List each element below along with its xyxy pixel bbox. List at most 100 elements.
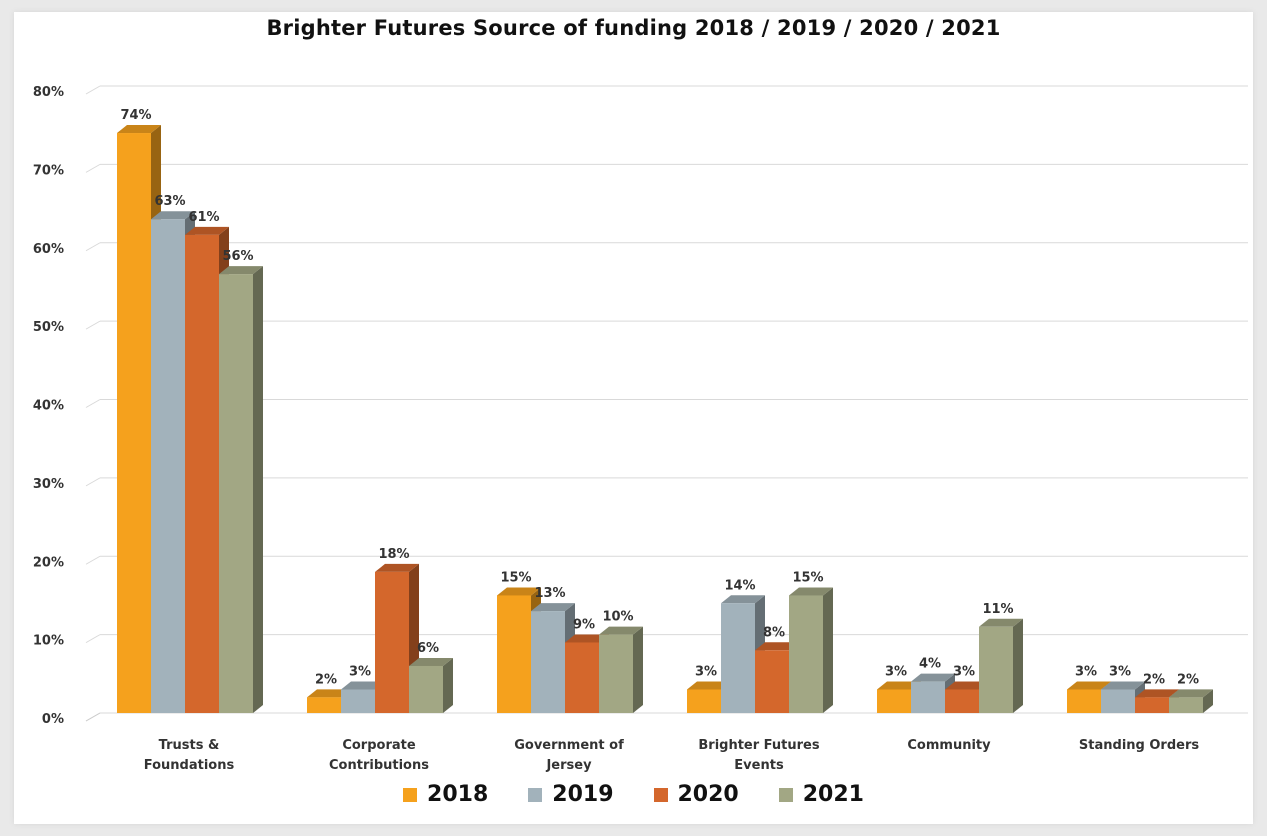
data-label-2019-3: 14% xyxy=(724,578,755,593)
bar-front xyxy=(979,626,1013,713)
legend-swatch-2018 xyxy=(403,787,418,802)
bar-side xyxy=(443,657,453,713)
bar-front xyxy=(755,650,789,713)
gridlines xyxy=(85,85,1248,722)
data-label-2019-2: 13% xyxy=(534,586,565,601)
legend-item-2018: 2018 xyxy=(403,782,488,807)
bar-side xyxy=(1203,689,1213,713)
data-label-2019-4: 4% xyxy=(919,657,941,672)
category-label: Government of Jersey xyxy=(514,738,624,773)
gridline-depth xyxy=(85,242,101,252)
bar-front xyxy=(497,595,531,713)
bar-top xyxy=(687,681,731,690)
chart-legend: 2018 2019 2020 2021 xyxy=(0,782,1267,807)
gridline-depth xyxy=(85,634,101,644)
category-label-line: Contributions xyxy=(329,758,429,773)
category-label: Brighter Futures Events xyxy=(698,738,819,773)
bar-2021-2 xyxy=(599,626,643,713)
data-label-2019-5: 3% xyxy=(1109,664,1131,679)
bar-2021-0 xyxy=(219,266,263,713)
gridline-depth xyxy=(85,85,101,95)
bar-2021-3 xyxy=(789,587,833,713)
y-tick-label: 30% xyxy=(33,477,64,492)
y-tick-label: 20% xyxy=(33,555,64,570)
category-label-line: Brighter Futures xyxy=(698,738,819,753)
category-label: Standing Orders xyxy=(1079,738,1199,753)
bar-top xyxy=(375,563,419,572)
data-label-2019-1: 3% xyxy=(349,664,371,679)
legend-item-2019: 2019 xyxy=(528,782,614,807)
gridline-depth xyxy=(85,399,101,408)
data-label-2018-4: 3% xyxy=(885,664,907,679)
gridline-depth xyxy=(85,477,101,487)
data-label-2021-0: 56% xyxy=(222,249,253,264)
bar-side xyxy=(1013,618,1023,713)
bar-top xyxy=(117,125,161,134)
bar-top xyxy=(1169,689,1213,698)
data-label-2020-5: 2% xyxy=(1143,672,1165,687)
data-label-2021-5: 2% xyxy=(1177,672,1199,687)
category-label-line: Trusts & xyxy=(159,738,220,753)
category-label: Corporate Contributions xyxy=(329,738,429,773)
legend-swatch-2019 xyxy=(528,787,543,802)
gridline-depth xyxy=(85,555,101,565)
bar-2021-1 xyxy=(409,657,453,713)
bar-2019-2 xyxy=(531,603,575,713)
bar-top xyxy=(341,681,385,690)
bar-top xyxy=(599,626,643,635)
bar-front xyxy=(117,133,151,713)
bar-front xyxy=(409,665,443,713)
y-tick-label: 10% xyxy=(33,634,64,649)
bar-front xyxy=(1169,697,1203,713)
bar-top xyxy=(877,681,921,690)
data-label-2020-1: 18% xyxy=(378,547,409,562)
legend-label-2021: 2021 xyxy=(802,782,864,807)
bar-top xyxy=(1135,689,1179,698)
bar-front xyxy=(1067,689,1101,713)
bar-front xyxy=(687,689,721,713)
chart-title: Brighter Futures Source of funding 2018 … xyxy=(266,16,1001,40)
bar-top xyxy=(755,642,799,651)
category-label: Community xyxy=(907,738,991,753)
bar-top xyxy=(531,603,575,612)
legend-label-2019: 2019 xyxy=(552,782,614,807)
bar-front xyxy=(307,697,341,713)
data-label-2018-3: 3% xyxy=(695,664,717,679)
y-tick-label: 0% xyxy=(42,712,64,727)
legend-item-2021: 2021 xyxy=(778,782,864,807)
gridline-depth xyxy=(85,320,101,330)
bar-front xyxy=(185,234,219,713)
data-label-2019-0: 63% xyxy=(154,194,185,209)
bar-top xyxy=(979,618,1023,627)
category-label: Trusts & Foundations xyxy=(144,738,235,773)
bar-front xyxy=(1101,689,1135,713)
gridline-depth xyxy=(85,163,101,173)
bars xyxy=(117,125,1213,714)
data-label-2020-2: 9% xyxy=(573,617,595,632)
category-label-line: Government of xyxy=(514,738,624,753)
bar-top xyxy=(151,211,195,220)
bar-front xyxy=(911,681,945,713)
category-label-line: Events xyxy=(734,758,784,773)
bar-top xyxy=(789,587,833,596)
floor-depth xyxy=(85,712,101,722)
bar-2020-2 xyxy=(565,634,609,713)
data-label-2020-4: 3% xyxy=(953,664,975,679)
bar-side xyxy=(633,626,643,713)
bar-front xyxy=(565,642,599,713)
bar-top xyxy=(185,226,229,235)
bar-side xyxy=(823,587,833,713)
y-tick-label: 50% xyxy=(33,320,64,335)
y-tick-label: 80% xyxy=(33,85,64,100)
bar-front xyxy=(877,689,911,713)
bar-top xyxy=(1101,681,1145,690)
bar-top xyxy=(409,657,453,666)
data-label-2021-2: 10% xyxy=(602,610,633,625)
data-label-2018-1: 2% xyxy=(315,672,337,687)
bar-top xyxy=(721,595,765,604)
bar-front xyxy=(599,634,633,713)
legend-swatch-2020 xyxy=(653,787,668,802)
bar-top xyxy=(945,681,989,690)
data-label-2021-1: 6% xyxy=(417,641,439,656)
